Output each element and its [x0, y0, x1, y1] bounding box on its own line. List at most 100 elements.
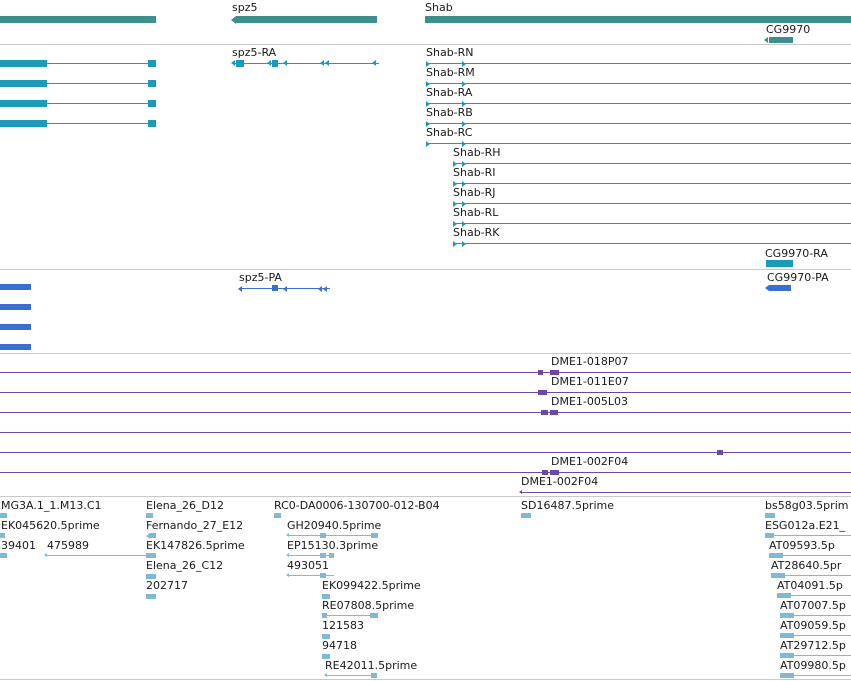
exon-block — [0, 60, 47, 67]
gene-label[interactable]: Shab — [425, 1, 453, 14]
clone-label[interactable]: DME1-002F04 — [551, 455, 629, 468]
transcript-label[interactable]: Shab-RJ — [453, 186, 496, 199]
est-label[interactable]: AT09593.5p — [769, 539, 835, 552]
exon-block — [148, 120, 156, 127]
est-label[interactable]: AT28640.5pr — [771, 559, 842, 572]
left-arrow-icon — [323, 285, 327, 292]
transcript-label[interactable]: Shab-RB — [426, 106, 473, 119]
gene-label[interactable]: spz5 — [232, 1, 258, 14]
est-label[interactable]: 94718 — [322, 639, 357, 652]
est-line — [287, 575, 334, 576]
right-arrow-icon — [453, 200, 457, 207]
est-line — [794, 615, 851, 616]
transcript-label[interactable]: Shab-RI — [453, 166, 496, 179]
est-block — [320, 553, 326, 558]
est-label[interactable]: EK147826.5prime — [146, 539, 245, 552]
clone-end-block — [550, 470, 559, 475]
est-label[interactable]: RC0-DA0006-130700-012-B04 — [274, 499, 440, 512]
est-block — [150, 533, 156, 538]
est-line — [287, 555, 334, 556]
right-arrow-icon — [426, 60, 430, 67]
est-label[interactable]: RE42011.5prime — [325, 659, 418, 672]
transcript-label[interactable]: Shab-RH — [453, 146, 501, 159]
est-label[interactable]: AT09059.5p — [780, 619, 846, 632]
exon-block — [148, 60, 156, 67]
intron-line — [426, 63, 851, 64]
est-block — [320, 573, 326, 578]
transcript-label[interactable]: Shab-RC — [426, 126, 473, 139]
est-label[interactable]: GH20940.5prime — [287, 519, 382, 532]
est-label[interactable]: EK099422.5prime — [322, 579, 421, 592]
exon-block — [0, 80, 47, 87]
clone-line — [0, 372, 851, 373]
left-arrow-icon — [519, 490, 522, 494]
est-label[interactable]: SD16487.5prime — [521, 499, 614, 512]
est-label[interactable]: AT07007.5p — [780, 599, 846, 612]
clone-label[interactable]: DME1-018P07 — [551, 355, 629, 368]
track-separator — [0, 496, 851, 497]
est-label[interactable]: 493051 — [287, 559, 329, 572]
clone-line — [521, 492, 851, 493]
clone-line — [0, 392, 851, 393]
est-label[interactable]: 475989 — [47, 539, 89, 552]
right-arrow-icon — [453, 220, 457, 227]
left-arrow-icon — [765, 285, 769, 291]
gene-bar — [769, 37, 793, 43]
est-block — [146, 513, 153, 518]
est-block — [146, 594, 156, 599]
clone-end-block — [541, 410, 548, 415]
track-separator — [0, 269, 851, 270]
est-label[interactable]: 121583 — [322, 619, 364, 632]
est-label[interactable]: EP15130.3prime — [287, 539, 379, 552]
est-block — [780, 633, 794, 638]
est-label[interactable]: Elena_26_C12 — [146, 559, 224, 572]
est-block — [765, 533, 774, 538]
transcript-label[interactable]: Shab-RA — [426, 86, 473, 99]
clone-label[interactable]: DME1-002F04 — [521, 475, 599, 488]
est-label[interactable]: MG3A.1_1.M13.C1 — [1, 499, 102, 512]
clone-label[interactable]: DME1-011E07 — [551, 375, 629, 388]
intron-line — [453, 163, 851, 164]
est-label[interactable]: bs58g03.5prim — [765, 499, 849, 512]
intron-line — [453, 203, 851, 204]
transcript-label[interactable]: spz5-RA — [232, 46, 277, 59]
clone-line — [0, 432, 851, 433]
right-arrow-icon — [453, 160, 457, 167]
est-label[interactable]: EK045620.5prime — [1, 519, 100, 532]
est-line — [785, 575, 851, 576]
est-label[interactable]: AT09980.5p — [780, 659, 846, 672]
transcript-label[interactable]: CG9970-RA — [765, 247, 828, 260]
est-block — [322, 634, 330, 639]
gene-label[interactable]: CG9970 — [766, 23, 811, 36]
protein-label[interactable]: CG9970-PA — [767, 271, 829, 284]
exon-block — [272, 285, 278, 291]
right-arrow-icon — [453, 240, 457, 247]
est-label[interactable]: Elena_26_D12 — [146, 499, 224, 512]
est-label[interactable]: AT29712.5p — [780, 639, 846, 652]
est-label[interactable]: RE07808.5prime — [322, 599, 415, 612]
clone-label[interactable]: DME1-005L03 — [551, 395, 628, 408]
left-arrow-icon — [325, 60, 329, 66]
transcript-label[interactable]: Shab-RM — [426, 66, 475, 79]
est-block — [0, 553, 7, 558]
transcript-label[interactable]: Shab-RK — [453, 226, 500, 239]
left-arrow-icon — [231, 15, 236, 24]
left-arrow-icon — [146, 532, 150, 539]
intron-line — [426, 103, 851, 104]
protein-label[interactable]: spz5-PA — [239, 271, 282, 284]
clone-line — [0, 412, 851, 413]
left-arrow-icon — [286, 573, 289, 577]
est-label[interactable]: 202717 — [146, 579, 188, 592]
exon-block — [766, 260, 793, 267]
clone-end-block — [550, 410, 558, 415]
left-arrow-icon — [764, 37, 768, 43]
est-block — [322, 594, 330, 599]
est-label[interactable]: 39401 — [1, 539, 36, 552]
clone-end-block — [538, 390, 547, 395]
est-label[interactable]: Fernando_27_E12 — [146, 519, 244, 532]
transcript-label[interactable]: Shab-RN — [426, 46, 474, 59]
est-label[interactable]: AT04091.5p — [777, 579, 843, 592]
transcript-label[interactable]: Shab-RL — [453, 206, 499, 219]
est-label[interactable]: ESG012a.E21_ — [765, 519, 846, 532]
clone-line — [0, 472, 851, 473]
